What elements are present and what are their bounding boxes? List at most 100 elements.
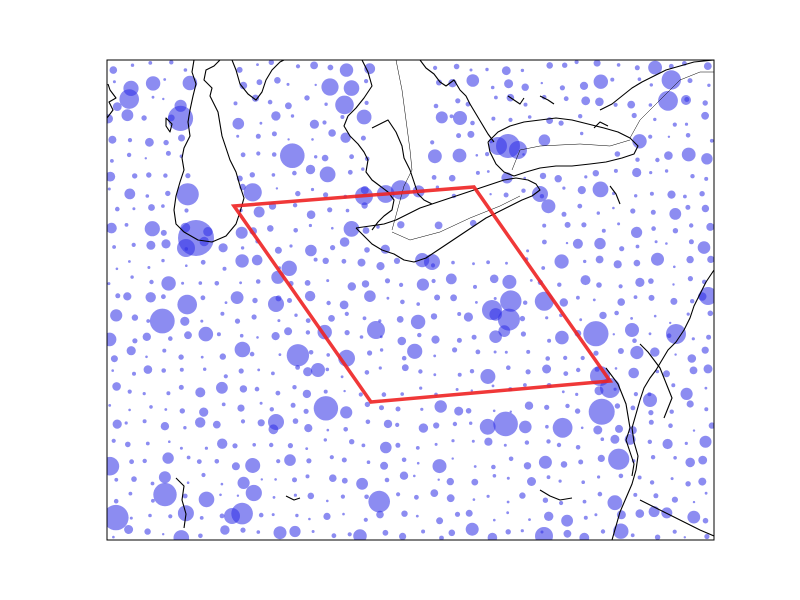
map-marker	[557, 282, 562, 287]
map-marker-large	[268, 296, 284, 312]
map-marker	[527, 115, 532, 119]
map-marker	[168, 336, 173, 341]
map-marker	[257, 419, 265, 427]
map-marker	[434, 294, 441, 301]
map-marker	[115, 267, 119, 271]
map-marker	[161, 294, 166, 300]
map-marker	[323, 389, 328, 394]
map-marker	[545, 424, 549, 429]
map-marker	[632, 134, 647, 149]
map-marker	[340, 406, 353, 419]
map-marker	[542, 364, 552, 374]
markers-layer	[107, 60, 714, 540]
map-marker	[151, 498, 155, 503]
map-marker	[108, 135, 117, 144]
map-marker	[684, 122, 689, 126]
map-marker	[305, 318, 311, 323]
map-marker	[359, 335, 364, 339]
map-marker	[292, 170, 297, 176]
map-marker-large	[482, 300, 502, 320]
map-marker	[431, 278, 436, 284]
map-marker	[219, 493, 222, 497]
map-marker	[251, 254, 263, 266]
map-marker	[143, 365, 153, 374]
map-marker	[704, 386, 708, 390]
map-marker	[453, 63, 460, 70]
map-marker	[115, 293, 121, 299]
map-marker	[701, 111, 709, 120]
map-marker	[399, 471, 409, 480]
map-marker	[674, 353, 677, 356]
map-marker	[182, 493, 188, 499]
map-marker	[704, 407, 709, 412]
map-marker	[648, 506, 660, 518]
map-marker	[546, 475, 551, 480]
map-marker	[648, 134, 653, 139]
map-marker	[485, 67, 489, 72]
map-marker	[615, 424, 623, 433]
map-marker	[671, 383, 676, 388]
map-marker	[131, 242, 136, 247]
map-marker	[129, 459, 135, 465]
map-marker	[368, 490, 391, 513]
map-marker	[400, 299, 405, 305]
map-marker	[685, 457, 695, 468]
map-marker	[107, 282, 111, 286]
map-marker	[446, 494, 455, 503]
map-marker	[236, 66, 243, 73]
map-marker	[554, 254, 569, 269]
map-marker	[305, 244, 317, 257]
map-marker	[310, 61, 318, 70]
map-marker	[142, 458, 147, 464]
map-marker	[579, 532, 590, 540]
inland-lake-3	[285, 495, 301, 501]
map-marker	[648, 410, 654, 416]
lake-ontario-shoreline	[487, 117, 639, 177]
map-marker-large	[177, 239, 195, 257]
map-marker	[690, 299, 695, 304]
map-marker	[367, 350, 373, 356]
map-marker	[687, 78, 693, 84]
map-marker	[132, 371, 136, 376]
map-marker	[256, 63, 259, 66]
map-marker	[326, 499, 329, 503]
map-marker	[168, 440, 171, 444]
map-marker	[572, 238, 583, 249]
map-marker	[456, 337, 462, 343]
map-marker	[220, 311, 225, 316]
map-marker	[523, 383, 527, 387]
map-marker	[302, 389, 312, 399]
map-marker	[521, 83, 529, 91]
map-marker	[529, 279, 533, 282]
lake-huron-east-shore	[371, 119, 433, 205]
map-marker	[304, 280, 311, 286]
map-marker	[489, 193, 492, 196]
map-marker	[314, 83, 317, 87]
map-marker	[503, 443, 507, 447]
map-marker	[145, 355, 148, 359]
map-marker	[294, 313, 298, 317]
plot-area	[107, 60, 714, 540]
map-marker	[588, 398, 615, 425]
map-marker	[563, 96, 569, 102]
map-marker	[109, 66, 118, 74]
map-marker	[578, 459, 584, 465]
map-marker	[574, 408, 581, 414]
map-marker	[295, 365, 300, 370]
map-marker	[365, 419, 371, 425]
map-marker	[224, 301, 228, 304]
map-marker	[380, 441, 392, 454]
map-marker	[415, 514, 419, 518]
map-marker	[185, 173, 191, 179]
map-marker	[525, 369, 531, 375]
map-marker	[608, 448, 630, 470]
lake-huron-shoreline	[343, 60, 395, 231]
map-marker	[142, 392, 146, 396]
map-marker	[542, 497, 549, 503]
map-marker	[627, 100, 636, 109]
map-marker	[596, 211, 600, 215]
map-marker	[340, 375, 344, 379]
map-marker	[665, 242, 668, 245]
map-marker	[204, 446, 208, 450]
border-us-canada-ontario	[511, 139, 631, 171]
